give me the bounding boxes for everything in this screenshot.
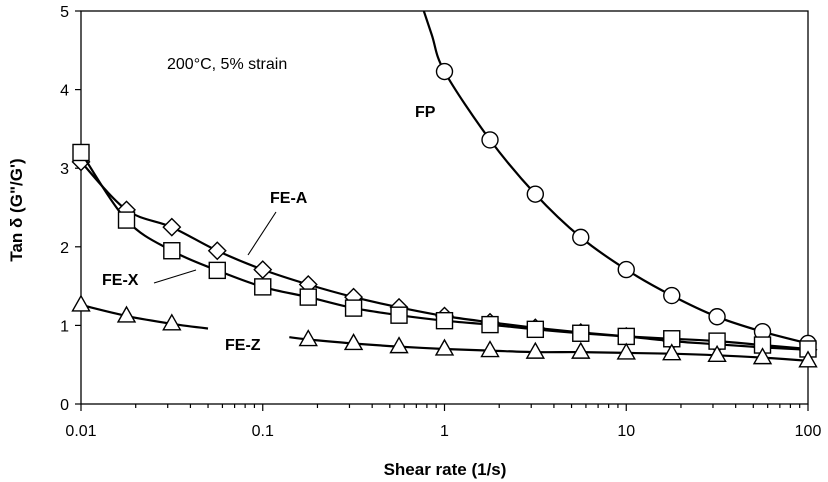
x-tick-label: 0.1 — [252, 423, 274, 440]
data-point-fp — [435, 62, 454, 81]
data-point-fe-z — [616, 342, 636, 360]
series-curve-fe-z — [81, 303, 209, 330]
data-point-fe-z — [707, 344, 727, 362]
data-point-fe-z — [343, 333, 364, 351]
y-axis-title: Tan δ (G"/G') — [7, 158, 26, 261]
data-point-fe-x — [617, 327, 635, 346]
x-tick-label: 0.01 — [65, 423, 96, 440]
x-tick-label: 100 — [795, 423, 822, 440]
data-point-fe-x — [163, 242, 181, 260]
data-point-fe-a — [162, 217, 182, 237]
series-label-fe-z: FE-Z — [225, 337, 261, 354]
data-point-fe-z — [480, 340, 500, 358]
data-point-fe-a — [253, 260, 273, 280]
data-point-fe-x — [117, 211, 136, 229]
data-point-fe-z — [798, 350, 818, 368]
y-tick-label: 0 — [60, 397, 69, 414]
data-point-fe-x — [481, 315, 499, 334]
data-point-fe-x — [390, 306, 408, 324]
data-point-fp — [617, 260, 635, 279]
series-label-fe-x: FE-X — [102, 272, 139, 289]
y-tick-label: 3 — [60, 161, 69, 178]
data-point-fe-z — [298, 329, 318, 347]
data-point-fe-x — [72, 143, 90, 162]
data-point-fe-x — [299, 288, 317, 306]
y-tick-label: 2 — [60, 240, 69, 257]
data-point-fe-x — [254, 278, 272, 296]
data-point-fe-z — [571, 341, 591, 359]
data-point-fe-x — [572, 324, 590, 342]
annotation-conditions: 200°C, 5% strain — [167, 56, 287, 73]
series-label-fp: FP — [415, 104, 436, 121]
data-point-fe-z — [116, 305, 137, 323]
y-tick-label: 4 — [60, 83, 69, 100]
data-point-fe-a — [207, 241, 227, 261]
plot-area: 0.01 0.1 1 10 100 0 1 2 3 4 5 — [60, 4, 822, 440]
series-curve-fe-z — [289, 336, 808, 362]
data-point-fe-x — [435, 311, 454, 330]
data-point-fp — [663, 286, 681, 305]
data-point-fe-x — [344, 299, 363, 317]
series-label-fe-a: FE-A — [270, 190, 308, 207]
data-point-fp — [481, 131, 499, 149]
data-point-fp — [708, 308, 726, 326]
series-curve-fp — [422, 11, 808, 345]
data-point-fe-z — [389, 336, 409, 354]
data-point-fe-z — [162, 313, 182, 331]
x-tick-label: 10 — [617, 423, 635, 440]
data-point-fe-z — [71, 294, 91, 312]
data-point-fe-z — [752, 347, 773, 365]
data-point-fe-z — [525, 341, 546, 359]
data-point-fe-z — [662, 343, 682, 361]
data-point-fe-z — [434, 338, 455, 356]
x-tick-label: 1 — [440, 423, 449, 440]
leader-line-fe-a — [247, 211, 277, 256]
x-axis-title: Shear rate (1/s) — [384, 460, 507, 479]
y-tick-label: 5 — [60, 4, 69, 21]
data-point-fe-x — [526, 320, 545, 339]
data-point-fp — [526, 185, 545, 203]
data-point-fp — [572, 228, 590, 247]
y-tick-label: 1 — [60, 318, 69, 335]
leader-line-fe-x — [153, 269, 197, 284]
data-point-fe-x — [208, 261, 226, 280]
